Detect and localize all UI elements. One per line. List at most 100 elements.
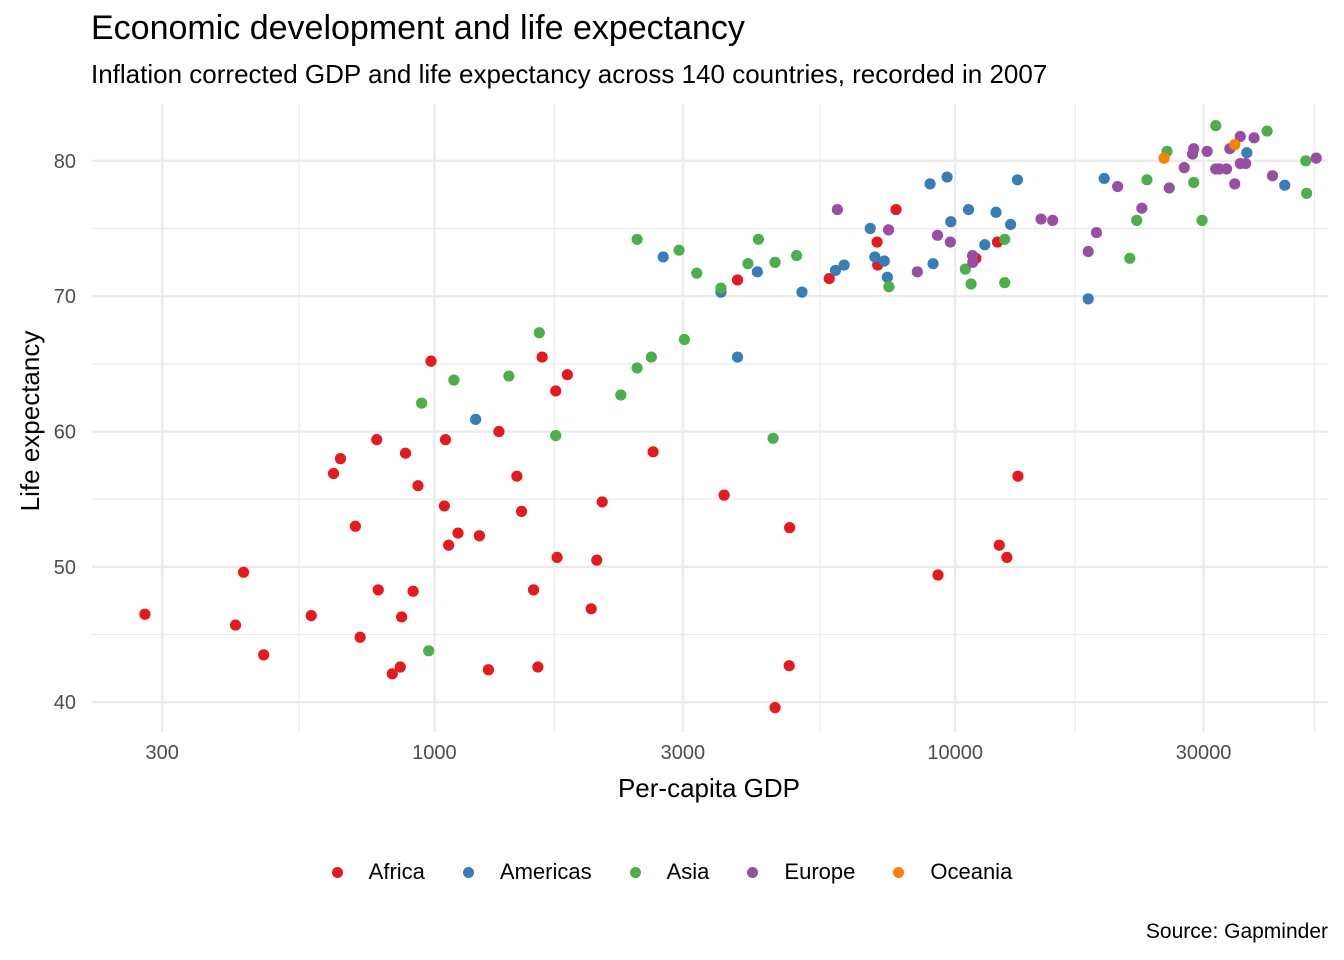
data-point-africa [493, 425, 505, 438]
data-point-americas [990, 206, 1002, 218]
data-point-asia [769, 256, 781, 268]
legend-item-oceania: Oceania [893, 859, 1012, 885]
data-point-europe [1090, 226, 1103, 239]
x-axis-label: Per-capita GDP [618, 773, 800, 803]
data-point-africa [473, 530, 485, 542]
data-point-asia [1124, 252, 1136, 264]
data-point-africa [258, 649, 270, 661]
legend-label: Asia [666, 859, 710, 884]
data-point-africa [718, 489, 730, 501]
x-tick-label: 30000 [1176, 742, 1232, 764]
data-point-europe [1220, 163, 1233, 175]
x-tick-label: 3000 [661, 742, 706, 764]
data-point-americas [796, 286, 808, 298]
data-point-asia [615, 389, 627, 401]
data-point-asia [1141, 174, 1153, 186]
data-point-africa [139, 608, 151, 620]
data-point-oceania [1229, 139, 1241, 151]
x-tick-label: 300 [145, 742, 178, 764]
data-point-africa [425, 355, 437, 367]
data-point-asia [767, 432, 779, 444]
data-point-americas [829, 264, 842, 277]
y-axis-label: Life expectancy [15, 331, 45, 512]
data-point-africa [407, 585, 419, 597]
data-point-africa [932, 569, 944, 581]
legend-dot-icon [893, 866, 905, 878]
data-point-asia [691, 267, 703, 279]
data-point-europe [1310, 152, 1322, 164]
chart-subtitle: Inflation corrected GDP and life expecta… [91, 59, 1048, 89]
data-point-americas [924, 178, 936, 190]
y-tick-labels: 40 50 60 70 80 [54, 151, 76, 714]
data-point-africa [783, 660, 795, 672]
data-point-europe [1163, 182, 1175, 194]
data-point-asia [631, 233, 643, 245]
data-point-africa [596, 496, 608, 508]
data-point-europe [1035, 213, 1047, 225]
data-point-africa [334, 453, 347, 465]
data-point-europe [1112, 180, 1124, 193]
data-point-americas [962, 203, 975, 216]
data-point-oceania [1158, 152, 1170, 164]
data-point-europe [967, 256, 979, 268]
data-point-asia [883, 281, 895, 293]
data-point-africa [371, 434, 383, 446]
data-point-europe [882, 224, 895, 236]
data-point-asia [959, 263, 971, 275]
data-point-europe [1229, 178, 1241, 190]
data-point-asia [790, 249, 803, 262]
data-point-asia [999, 233, 1011, 245]
data-point-asia [742, 258, 754, 270]
minor-gridlines [92, 104, 1328, 732]
data-point-europe [1248, 132, 1260, 144]
x-tick-label: 1000 [412, 742, 457, 764]
data-point-africa [993, 539, 1005, 551]
data-point-africa [511, 470, 523, 482]
data-point-africa [229, 619, 242, 631]
legend-dot-icon [462, 866, 474, 878]
data-point-africa [482, 664, 495, 676]
data-point-americas [945, 216, 957, 228]
data-point-americas [941, 171, 953, 183]
major-gridlines [92, 104, 1328, 732]
data-point-asia [1210, 120, 1222, 132]
data-point-europe [944, 236, 956, 248]
data-point-africa [439, 434, 452, 446]
data-point-africa [237, 566, 250, 578]
data-point-europe [1240, 157, 1252, 170]
data-point-asia [1301, 187, 1313, 199]
data-point-africa [386, 668, 398, 680]
data-point-europe [1178, 162, 1190, 174]
data-point-asia [1131, 214, 1143, 226]
data-point-africa [532, 661, 544, 673]
data-point-americas [869, 251, 881, 263]
data-point-americas [751, 266, 763, 278]
data-point-asia [678, 333, 690, 346]
legend-item-africa: Africa [331, 859, 425, 885]
data-point-africa [354, 631, 366, 643]
legend-label: Africa [368, 859, 425, 884]
data-point-americas [731, 351, 744, 363]
data-point-africa [561, 369, 573, 381]
data-point-asia [503, 370, 515, 382]
data-point-americas [881, 271, 893, 283]
data-point-africa [1012, 470, 1024, 482]
legend-dot-icon [747, 866, 759, 878]
data-point-africa [327, 467, 340, 480]
legend-label: Europe [784, 859, 856, 884]
data-point-americas [927, 258, 939, 270]
data-point-asia [533, 327, 545, 339]
data-point-africa [551, 551, 563, 564]
data-point-asia [1300, 155, 1312, 167]
data-point-americas [1279, 179, 1291, 191]
data-point-asia [1261, 125, 1273, 137]
data-point-africa [412, 480, 424, 492]
data-point-europe [1082, 245, 1094, 258]
data-point-asia [423, 645, 435, 657]
data-point-europe [1136, 202, 1148, 214]
data-point-americas [1098, 172, 1110, 185]
data-point-americas [864, 222, 876, 235]
y-tick-label: 50 [54, 557, 76, 579]
data-point-americas [470, 413, 482, 425]
